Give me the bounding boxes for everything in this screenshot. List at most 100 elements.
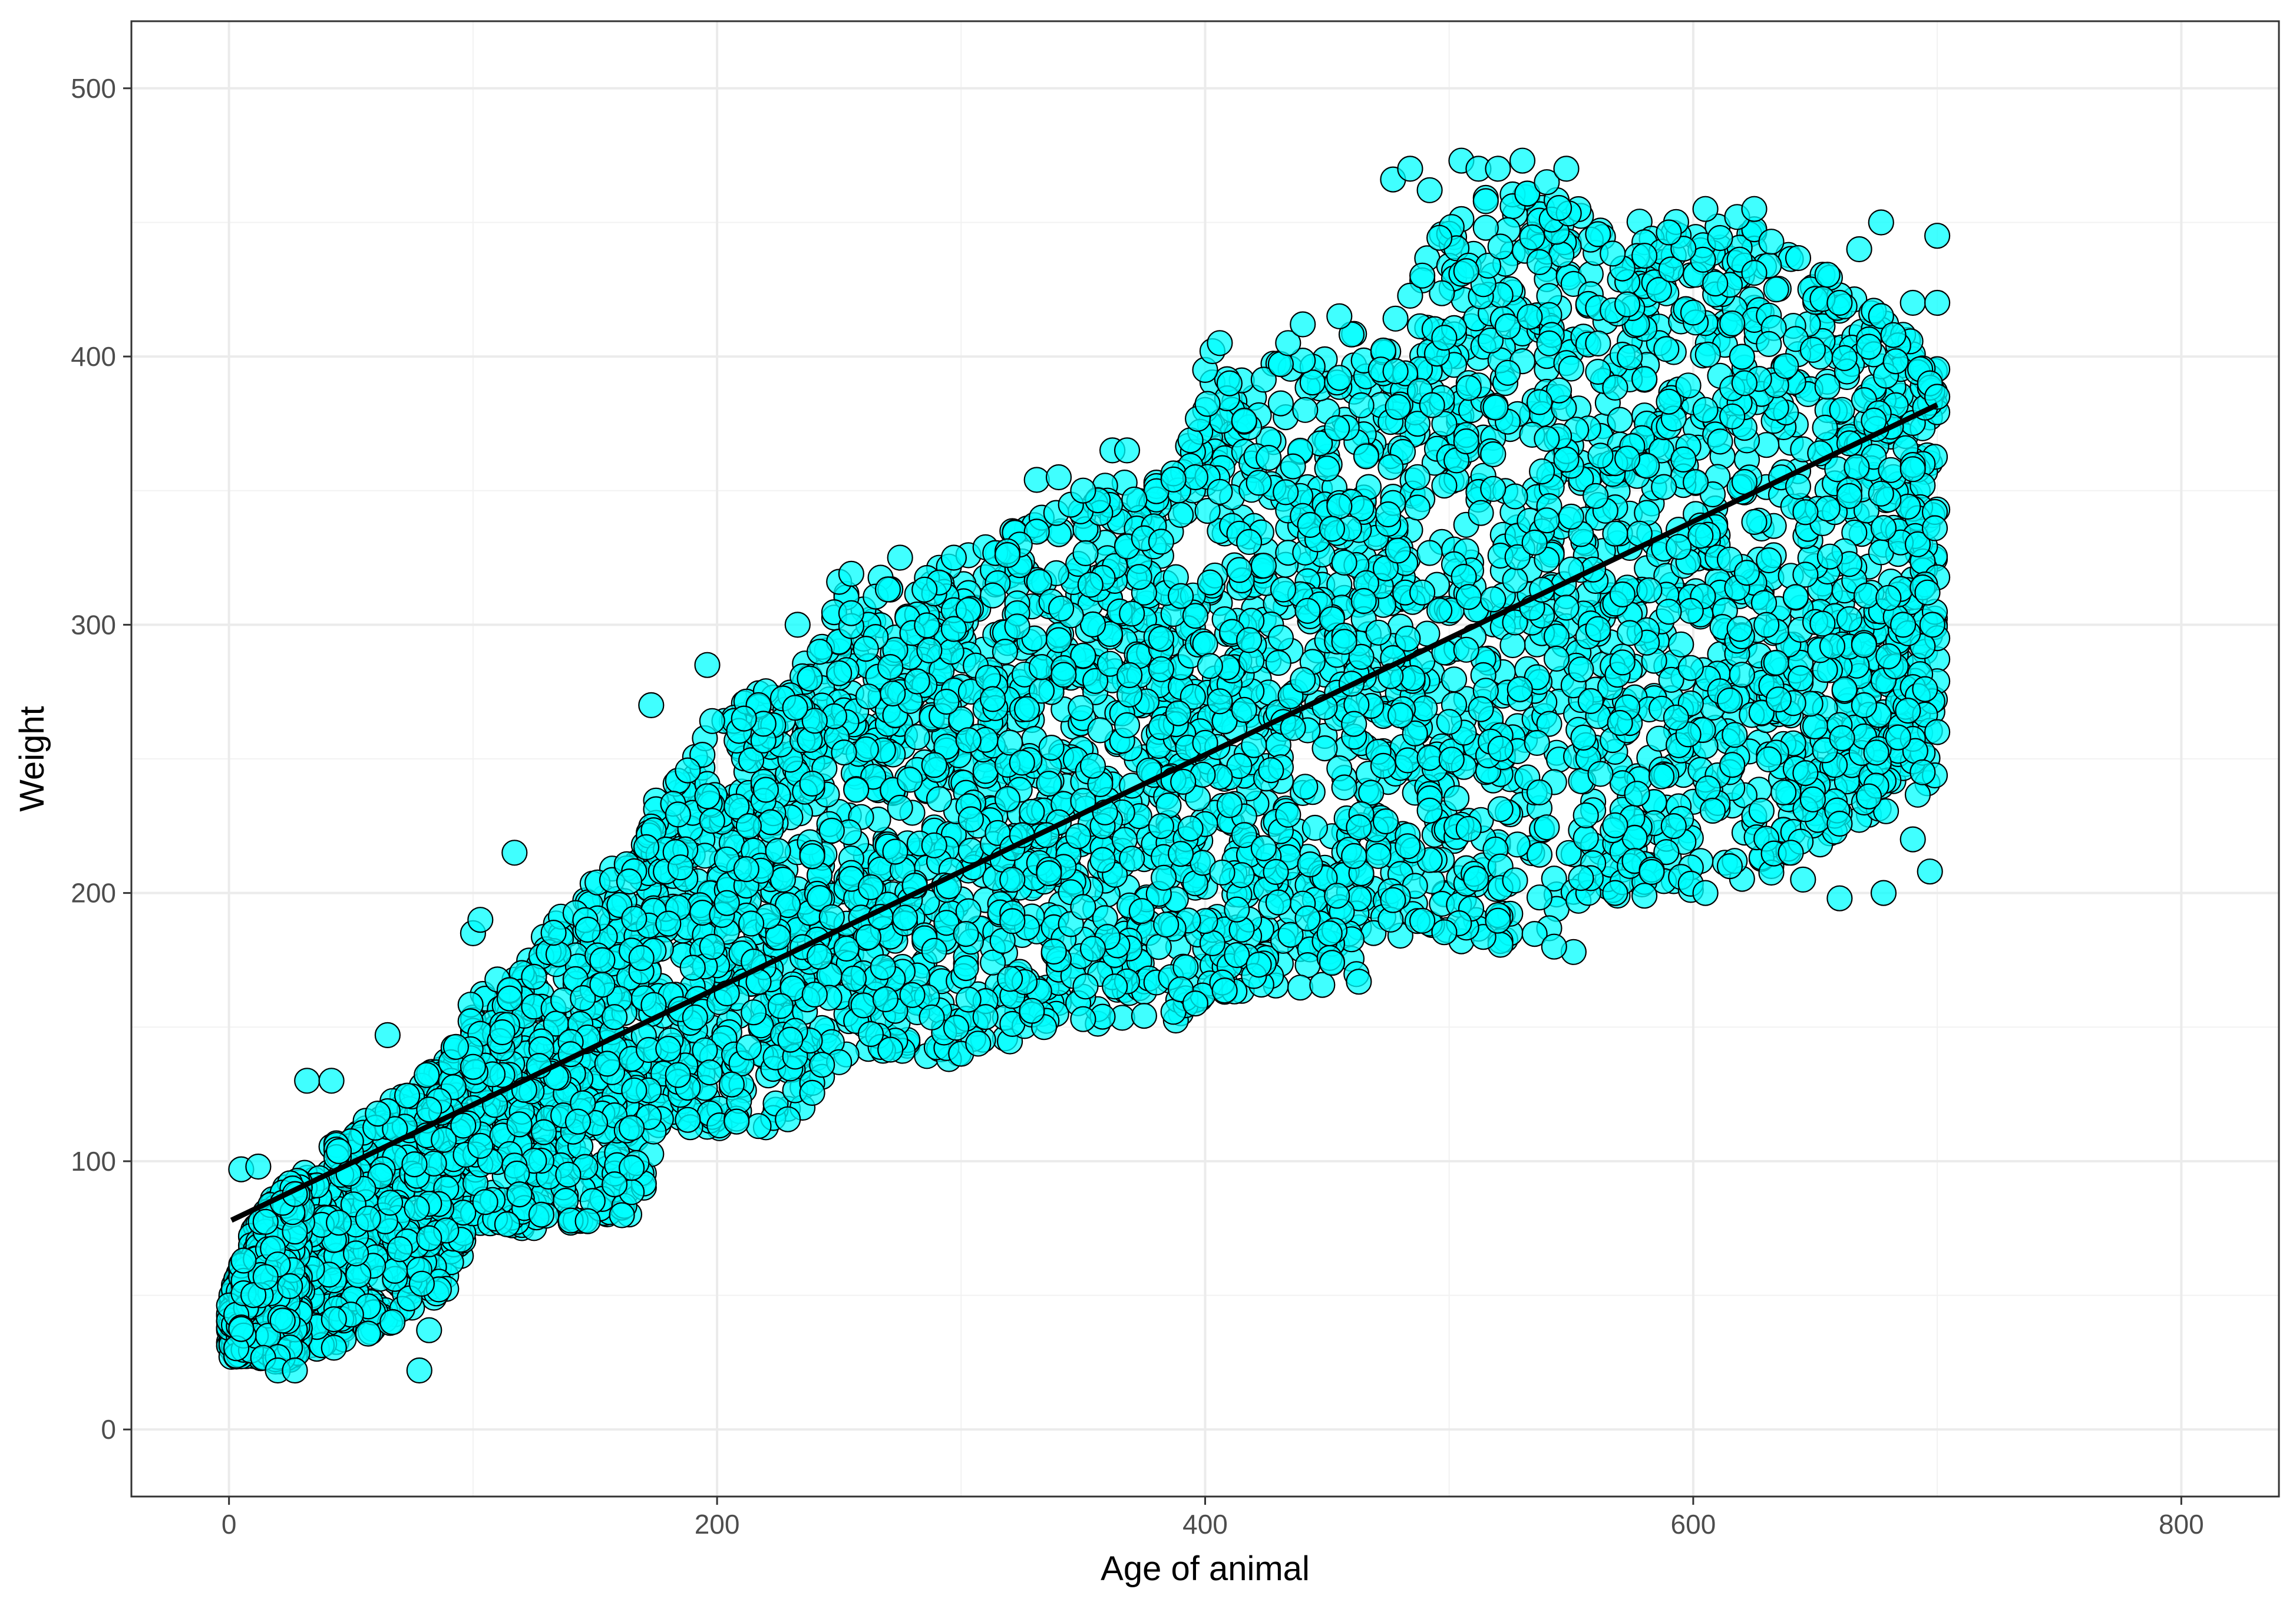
data-point: [1519, 224, 1545, 250]
data-point: [1019, 997, 1045, 1024]
data-point: [797, 665, 823, 692]
data-point: [850, 992, 877, 1019]
data-point: [1453, 258, 1479, 285]
data-point: [1004, 613, 1030, 640]
data-point: [1543, 645, 1570, 672]
data-point: [1722, 722, 1748, 748]
data-point: [838, 600, 865, 626]
data-point: [1553, 594, 1580, 621]
data-point: [1741, 508, 1768, 536]
data-point: [1543, 623, 1570, 650]
data-point: [1499, 632, 1526, 659]
data-point: [1089, 847, 1116, 873]
data-point: [1600, 240, 1626, 267]
data-point: [1517, 303, 1543, 330]
data-point: [1455, 584, 1482, 610]
data-point: [1380, 887, 1406, 913]
data-point: [872, 986, 899, 1013]
data-point: [1568, 864, 1594, 891]
data-point: [899, 982, 926, 1008]
data-point: [1729, 662, 1755, 688]
data-point: [1719, 310, 1746, 337]
data-point: [914, 612, 940, 639]
data-point: [1121, 486, 1148, 513]
data-point: [1119, 845, 1145, 872]
data-point: [1263, 858, 1289, 886]
data-point: [1265, 889, 1291, 916]
data-point: [1683, 469, 1709, 496]
data-point: [1656, 219, 1682, 246]
data-point: [741, 999, 767, 1026]
data-point: [589, 972, 616, 998]
data-point: [1036, 770, 1062, 797]
data-point: [1541, 866, 1567, 892]
data-point: [1472, 188, 1499, 214]
data-point: [955, 986, 982, 1013]
data-point: [752, 777, 779, 803]
data-point: [1583, 483, 1609, 509]
data-point: [1301, 814, 1328, 841]
data-point: [853, 736, 879, 762]
data-point: [1019, 798, 1045, 825]
data-point: [713, 890, 740, 916]
data-point: [1719, 403, 1746, 430]
data-point: [1529, 458, 1555, 485]
data-point: [1114, 712, 1141, 739]
data-point: [1453, 636, 1479, 663]
data-point: [442, 1033, 470, 1060]
data-point: [1182, 464, 1209, 491]
data-point: [1750, 590, 1778, 616]
data-point: [675, 757, 701, 784]
data-point: [1502, 567, 1528, 593]
data-point: [1614, 291, 1641, 318]
data-point: [628, 944, 655, 972]
data-point: [1814, 374, 1841, 400]
data-point: [1558, 355, 1584, 382]
data-point: [953, 954, 979, 982]
data-point: [345, 1262, 372, 1289]
data-point: [382, 1257, 408, 1284]
data-point: [1602, 374, 1628, 401]
data-point: [1148, 812, 1175, 840]
data-point: [877, 653, 904, 681]
data-point: [1729, 343, 1755, 370]
data-point: [1353, 443, 1379, 470]
data-point: [1480, 441, 1507, 468]
data-point: [1758, 229, 1785, 255]
data-point: [1431, 325, 1458, 351]
data-point: [1131, 1002, 1158, 1029]
data-point: [1409, 579, 1436, 606]
data-point: [1341, 843, 1367, 870]
data-point: [921, 832, 947, 858]
data-point: [472, 1189, 498, 1215]
data-point: [758, 809, 784, 835]
data-point: [1167, 583, 1194, 609]
data-point: [609, 1202, 635, 1228]
data-point: [1326, 493, 1353, 520]
data-point: [1287, 975, 1314, 1001]
data-point: [870, 954, 896, 980]
data-point: [1878, 457, 1904, 483]
data-point: [1116, 662, 1143, 689]
data-point: [692, 1037, 718, 1063]
data-point: [574, 916, 601, 943]
data-point: [1399, 665, 1426, 692]
data-point: [992, 638, 1019, 665]
data-point: [1468, 696, 1494, 722]
data-point: [1216, 792, 1243, 818]
data-point: [1572, 802, 1599, 829]
data-point: [1851, 632, 1877, 658]
data-point: [979, 582, 1006, 609]
data-point: [855, 683, 882, 710]
data-point: [1726, 616, 1753, 642]
data-point: [1716, 687, 1743, 714]
data-point: [1045, 627, 1072, 653]
data-point: [1346, 969, 1372, 995]
data-point: [1536, 330, 1562, 356]
data-point: [1365, 619, 1392, 646]
data-point: [1182, 990, 1209, 1017]
data-point: [1324, 415, 1350, 441]
data-point: [355, 1320, 381, 1347]
data-point: [1572, 825, 1599, 851]
data-point: [1524, 729, 1550, 757]
